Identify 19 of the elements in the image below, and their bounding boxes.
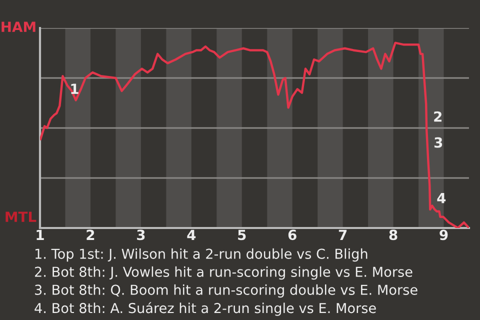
text: HAM (2, 22, 36, 32)
text: MTL (6, 212, 36, 222)
x-tick-label: 2 (86, 230, 94, 240)
annotation: 1 (71, 84, 78, 94)
annotation: 4 (437, 193, 446, 204)
annotation: 2 (434, 111, 442, 122)
x-tick-label: 3 (137, 230, 145, 240)
x-tick-label: 5 (238, 230, 246, 240)
x-tick-label: 8 (389, 230, 398, 240)
x-tick-label: 7 (338, 230, 347, 240)
text: 2. Bot 8th: J. Vowles hit a run-scoring single vs E. Morse (34, 266, 412, 280)
x-tick-label: 4 (187, 230, 196, 240)
x-tick-label: 1 (36, 230, 44, 240)
x-tick-label: 6 (288, 230, 296, 240)
text: 1. Top 1st: J. Wilson hit a 2-run double vs C. Bligh (35, 248, 368, 262)
x-tick-label: 9 (440, 230, 448, 240)
text: 3. Bot 8th: Q. Boom hit a run-scoring double vs E. Morse (35, 284, 418, 298)
text: 4. Bot 8th: A. Suárez hit a 2-run single vs E. Morse (34, 302, 376, 316)
annotation: 3 (434, 137, 442, 148)
